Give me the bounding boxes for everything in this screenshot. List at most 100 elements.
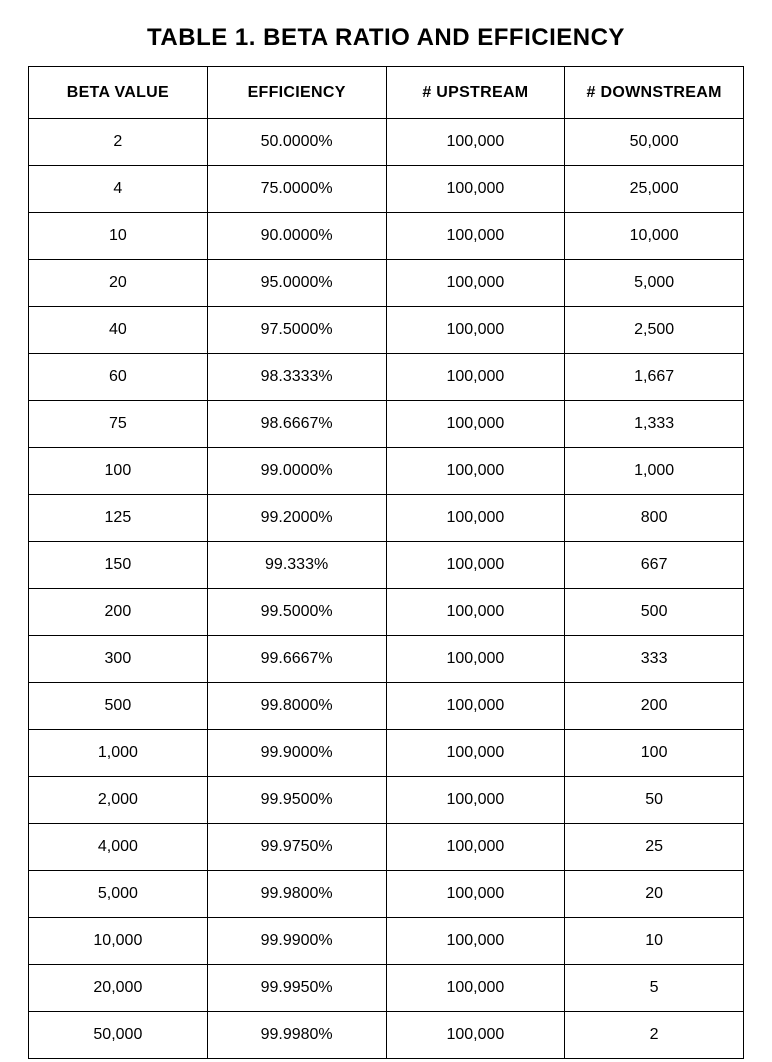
table-cell: 99.5000%: [207, 589, 386, 636]
table-row: 30099.6667%100,000333: [29, 636, 744, 683]
table-cell: 200: [565, 683, 744, 730]
table-cell: 99.9750%: [207, 824, 386, 871]
table-cell: 2,000: [29, 777, 208, 824]
table-cell: 99.8000%: [207, 683, 386, 730]
table-row: 4,00099.9750%100,00025: [29, 824, 744, 871]
table-cell: 500: [29, 683, 208, 730]
table-cell: 99.9500%: [207, 777, 386, 824]
table-cell: 100,000: [386, 730, 565, 777]
table-cell: 100,000: [386, 542, 565, 589]
table-cell: 100,000: [386, 307, 565, 354]
table-cell: 25: [565, 824, 744, 871]
table-cell: 10,000: [565, 213, 744, 260]
table-cell: 40: [29, 307, 208, 354]
table-row: 15099.333%100,000667: [29, 542, 744, 589]
table-cell: 20: [29, 260, 208, 307]
table-cell: 100,000: [386, 683, 565, 730]
col-header-upstream: # UPSTREAM: [386, 67, 565, 119]
table-cell: 99.6667%: [207, 636, 386, 683]
table-cell: 99.9980%: [207, 1012, 386, 1059]
table-cell: 100,000: [386, 824, 565, 871]
table-row: 20,00099.9950%100,0005: [29, 965, 744, 1012]
table-cell: 10,000: [29, 918, 208, 965]
table-cell: 100: [29, 448, 208, 495]
table-cell: 20,000: [29, 965, 208, 1012]
table-cell: 800: [565, 495, 744, 542]
col-header-efficiency: EFFICIENCY: [207, 67, 386, 119]
table-cell: 99.0000%: [207, 448, 386, 495]
table-row: 2,00099.9500%100,00050: [29, 777, 744, 824]
table-cell: 100: [565, 730, 744, 777]
table-cell: 2: [29, 119, 208, 166]
table-cell: 100,000: [386, 871, 565, 918]
table-body: 250.0000%100,00050,000475.0000%100,00025…: [29, 119, 744, 1059]
table-cell: 2: [565, 1012, 744, 1059]
col-header-beta-value: BETA VALUE: [29, 67, 208, 119]
table-cell: 90.0000%: [207, 213, 386, 260]
col-header-downstream: # DOWNSTREAM: [565, 67, 744, 119]
table-cell: 200: [29, 589, 208, 636]
table-cell: 100,000: [386, 589, 565, 636]
table-cell: 50.0000%: [207, 119, 386, 166]
beta-ratio-table: BETA VALUE EFFICIENCY # UPSTREAM # DOWNS…: [28, 66, 744, 1059]
table-row: 1090.0000%100,00010,000: [29, 213, 744, 260]
table-cell: 95.0000%: [207, 260, 386, 307]
table-cell: 10: [565, 918, 744, 965]
table-cell: 4,000: [29, 824, 208, 871]
table-cell: 100,000: [386, 401, 565, 448]
table-cell: 97.5000%: [207, 307, 386, 354]
table-header-row: BETA VALUE EFFICIENCY # UPSTREAM # DOWNS…: [29, 67, 744, 119]
table-cell: 99.9900%: [207, 918, 386, 965]
table-cell: 50,000: [29, 1012, 208, 1059]
table-cell: 1,333: [565, 401, 744, 448]
table-cell: 100,000: [386, 965, 565, 1012]
table-row: 4097.5000%100,0002,500: [29, 307, 744, 354]
table-cell: 25,000: [565, 166, 744, 213]
table-cell: 60: [29, 354, 208, 401]
table-cell: 100,000: [386, 495, 565, 542]
table-cell: 300: [29, 636, 208, 683]
table-cell: 1,000: [29, 730, 208, 777]
table-row: 10,00099.9900%100,00010: [29, 918, 744, 965]
table-cell: 4: [29, 166, 208, 213]
table-row: 50,00099.9980%100,0002: [29, 1012, 744, 1059]
table-cell: 1,667: [565, 354, 744, 401]
table-cell: 5: [565, 965, 744, 1012]
table-cell: 99.9800%: [207, 871, 386, 918]
table-row: 5,00099.9800%100,00020: [29, 871, 744, 918]
table-cell: 100,000: [386, 213, 565, 260]
table-cell: 10: [29, 213, 208, 260]
table-cell: 99.2000%: [207, 495, 386, 542]
table-cell: 75: [29, 401, 208, 448]
table-cell: 500: [565, 589, 744, 636]
table-cell: 100,000: [386, 260, 565, 307]
table-cell: 50: [565, 777, 744, 824]
table-row: 250.0000%100,00050,000: [29, 119, 744, 166]
table-cell: 100,000: [386, 777, 565, 824]
table-cell: 1,000: [565, 448, 744, 495]
table-cell: 150: [29, 542, 208, 589]
table-cell: 125: [29, 495, 208, 542]
table-cell: 100,000: [386, 1012, 565, 1059]
table-cell: 75.0000%: [207, 166, 386, 213]
table-row: 2095.0000%100,0005,000: [29, 260, 744, 307]
table-cell: 100,000: [386, 119, 565, 166]
table-row: 10099.0000%100,0001,000: [29, 448, 744, 495]
table-cell: 100,000: [386, 448, 565, 495]
table-cell: 100,000: [386, 918, 565, 965]
table-cell: 50,000: [565, 119, 744, 166]
table-row: 12599.2000%100,000800: [29, 495, 744, 542]
table-cell: 100,000: [386, 166, 565, 213]
table-row: 50099.8000%100,000200: [29, 683, 744, 730]
table-cell: 5,000: [29, 871, 208, 918]
table-cell: 5,000: [565, 260, 744, 307]
page: TABLE 1. BETA RATIO AND EFFICIENCY BETA …: [0, 0, 772, 1062]
table-cell: 98.6667%: [207, 401, 386, 448]
table-head: BETA VALUE EFFICIENCY # UPSTREAM # DOWNS…: [29, 67, 744, 119]
table-cell: 99.9000%: [207, 730, 386, 777]
table-row: 20099.5000%100,000500: [29, 589, 744, 636]
table-cell: 100,000: [386, 354, 565, 401]
table-cell: 98.3333%: [207, 354, 386, 401]
table-cell: 20: [565, 871, 744, 918]
table-cell: 99.333%: [207, 542, 386, 589]
